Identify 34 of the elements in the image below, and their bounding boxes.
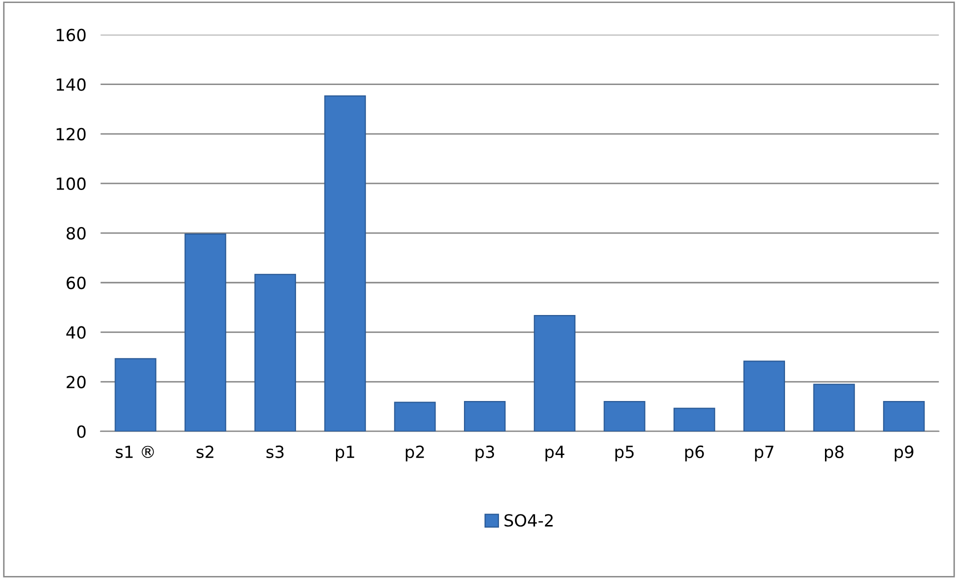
y-tick-label: 100 bbox=[56, 177, 86, 190]
x-tick-label: p1 bbox=[336, 446, 354, 462]
x-tick-label: p6 bbox=[685, 446, 704, 462]
x-tick-label: s3 bbox=[266, 446, 284, 458]
y-tick-label: 160 bbox=[56, 28, 86, 42]
y-tick-label: 40 bbox=[66, 326, 86, 339]
y-tick-label: 140 bbox=[56, 78, 86, 91]
bar bbox=[813, 384, 855, 432]
bar bbox=[743, 360, 786, 432]
bar bbox=[394, 402, 436, 432]
bar bbox=[674, 408, 716, 432]
y-tick-label: 20 bbox=[66, 376, 86, 388]
x-tick-label: p3 bbox=[476, 446, 494, 462]
x-tick-label: s2 bbox=[196, 446, 214, 458]
bar bbox=[534, 315, 576, 432]
legend-label: SO4-2 bbox=[504, 514, 553, 527]
bar bbox=[114, 358, 156, 432]
bar bbox=[883, 401, 925, 432]
y-tick-label: 120 bbox=[56, 128, 86, 140]
bar bbox=[254, 274, 296, 432]
x-tick-label: s1 ® bbox=[116, 446, 154, 458]
x-tick-label: p4 bbox=[546, 446, 564, 462]
bar bbox=[604, 401, 646, 432]
y-tick-label: 0 bbox=[77, 425, 86, 438]
x-tick-label: p5 bbox=[615, 446, 634, 462]
bar bbox=[464, 401, 506, 432]
y-tick-label: 80 bbox=[66, 227, 86, 240]
bar bbox=[324, 95, 366, 432]
bar bbox=[184, 233, 226, 432]
y-tick-label: 60 bbox=[66, 276, 86, 290]
x-tick-label: p7 bbox=[755, 446, 774, 462]
x-tick-label: p9 bbox=[894, 446, 914, 462]
x-tick-label: p2 bbox=[406, 446, 424, 462]
x-tick-label: p8 bbox=[824, 446, 844, 462]
